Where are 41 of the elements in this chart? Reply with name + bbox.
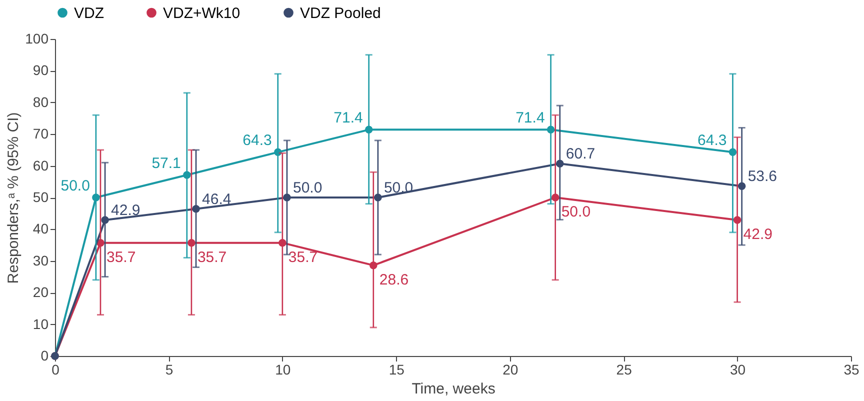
data-label: 42.9 (111, 202, 140, 220)
x-tick-label: 0 (52, 362, 60, 378)
y-tick-label: 20 (32, 284, 49, 300)
data-label: 53.6 (748, 168, 778, 186)
x-tick-label: 30 (730, 362, 746, 378)
x-axis-title: Time, weeks (412, 380, 496, 398)
data-label: 71.4 (334, 110, 363, 127)
data-label: 35.7 (106, 248, 136, 266)
data-label: 50.0 (561, 204, 591, 220)
data-label: 46.4 (202, 190, 232, 208)
data-label: 28.6 (379, 271, 409, 288)
y-tick-label: 60 (32, 157, 49, 174)
y-tick-label: 70 (32, 126, 49, 142)
y-tick-label: 40 (32, 220, 49, 237)
x-tick-label: 35 (844, 362, 860, 378)
legend-label: VDZ+Wk10 (163, 4, 240, 22)
data-label: 50.0 (292, 180, 322, 196)
data-label: 50.0 (60, 178, 90, 194)
y-tick-label: 50 (32, 189, 49, 205)
data-label: 42.9 (743, 226, 772, 244)
data-label: 60.7 (566, 146, 596, 163)
data-label: 35.7 (197, 248, 227, 266)
data-label: 57.1 (152, 154, 181, 172)
x-tick-label: 25 (616, 362, 632, 378)
data-label: 64.3 (698, 132, 727, 150)
legend-label: VDZ Pooled (300, 4, 381, 22)
x-tick-label: 20 (502, 362, 518, 378)
x-tick-label: 10 (275, 362, 291, 378)
y-axis-title: Responders,ᵃ % (95% CI) (5, 112, 22, 284)
y-tick-label: 80 (32, 94, 49, 110)
data-label: 71.4 (516, 110, 545, 127)
y-tick-label: 90 (32, 62, 49, 78)
x-tick-label: 15 (388, 362, 405, 378)
y-tick-label: 0 (40, 348, 49, 364)
y-tick-label: 30 (32, 252, 49, 268)
x-tick-label: 5 (165, 362, 174, 378)
data-label: 64.3 (242, 132, 272, 150)
legend-label: VDZ (74, 4, 104, 22)
y-tick-label: 100 (25, 30, 49, 46)
y-tick-label: 10 (32, 316, 49, 332)
data-label: 35.7 (288, 248, 318, 266)
